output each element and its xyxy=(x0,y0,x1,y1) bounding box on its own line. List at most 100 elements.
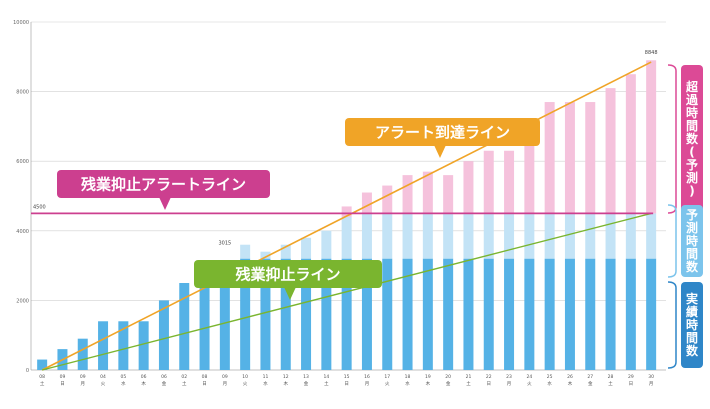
x-tick-label: 13 xyxy=(303,374,309,380)
threshold-value-label: 4500 xyxy=(33,204,46,210)
x-tick-label: 日 xyxy=(202,381,207,387)
x-tick-label: 金 xyxy=(588,380,593,387)
legend-forecast-tab xyxy=(681,205,703,277)
x-tick-label: 23 xyxy=(506,374,512,380)
bar-actual xyxy=(321,258,332,370)
x-tick-label: 28 xyxy=(608,374,614,380)
bar-excess xyxy=(544,102,555,214)
bar-forecast xyxy=(504,213,515,259)
suppress-alert-line-callout: 残業抑止アラートライン xyxy=(57,170,270,210)
x-tick-label: 06 xyxy=(141,374,147,380)
x-tick-label: 木 xyxy=(568,380,573,387)
bar-actual xyxy=(382,258,393,370)
x-tick-label: 月 xyxy=(223,381,228,387)
x-tick-label: 04 xyxy=(100,374,106,380)
suppress-line-callout-label: 残業抑止ライン xyxy=(235,265,340,283)
x-tick-label: 日 xyxy=(629,381,634,387)
bar-forecast xyxy=(585,213,596,259)
y-tick-label: 10000 xyxy=(13,20,29,26)
x-tick-label: 21 xyxy=(466,374,472,380)
bar-forecast xyxy=(341,216,352,259)
mid-value-label: 3015 xyxy=(218,241,231,247)
x-tick-label: 月 xyxy=(507,381,512,387)
bar-excess xyxy=(463,161,474,214)
x-tick-label: 09 xyxy=(80,374,86,380)
suppress-line-callout-box xyxy=(194,260,382,288)
bar-forecast xyxy=(280,244,291,259)
bar-actual xyxy=(179,283,190,370)
alert-line-callout-pointer xyxy=(434,145,446,158)
bar-forecast xyxy=(361,213,372,259)
x-tick-label: 火 xyxy=(243,381,248,387)
bar-actual xyxy=(199,283,210,370)
x-tick-label: 10 xyxy=(242,374,248,380)
alert-line-callout: アラート到達ライン xyxy=(345,118,540,158)
bar-actual xyxy=(219,267,230,370)
bar-forecast xyxy=(240,244,251,259)
legend-excess-bracket xyxy=(667,64,677,214)
bar-actual xyxy=(564,258,575,370)
y-axis-ticks: 10000 8000 6000 4000 2000 0 xyxy=(13,20,29,374)
x-tick-label: 火 xyxy=(385,381,390,387)
bar-actual xyxy=(524,258,535,370)
x-tick-label: 木 xyxy=(284,380,289,387)
bar-excess xyxy=(564,102,575,214)
x-tick-label: 15 xyxy=(344,374,350,380)
x-tick-label: 月 xyxy=(649,381,654,387)
value-labels: 8848 3015 4500 xyxy=(33,50,658,247)
alert-line xyxy=(41,61,652,371)
bar-actual xyxy=(77,338,88,370)
x-tick-label: 26 xyxy=(567,374,573,380)
bar-forecast xyxy=(544,213,555,259)
bar-actual xyxy=(504,258,515,370)
x-tick-label: 金 xyxy=(446,380,451,387)
y-tick-label: 2000 xyxy=(16,298,29,304)
x-tick-label: 土 xyxy=(324,380,329,387)
x-tick-label: 土 xyxy=(466,380,471,387)
bar-excess xyxy=(341,206,352,217)
bar-forecast xyxy=(443,213,454,259)
bar-actual xyxy=(544,258,555,370)
suppress-line-callout: 残業抑止ライン xyxy=(194,260,382,300)
bars xyxy=(37,60,657,370)
x-tick-label: 土 xyxy=(608,380,613,387)
legend-excess: 超過時間数(予測) xyxy=(667,64,703,214)
x-tick-label: 日 xyxy=(60,381,65,387)
bar-actual xyxy=(463,258,474,370)
x-tick-label: 20 xyxy=(445,374,451,380)
x-tick-label: 金 xyxy=(162,380,167,387)
bar-forecast xyxy=(321,230,332,259)
bar-forecast xyxy=(646,213,657,259)
bar-actual xyxy=(585,258,596,370)
x-tick-label: 09 xyxy=(222,374,228,380)
x-tick-label: 25 xyxy=(547,374,553,380)
bar-actual xyxy=(605,258,616,370)
reference-lines xyxy=(31,61,654,371)
legend-forecast-bracket xyxy=(667,204,677,278)
x-tick-label: 06 xyxy=(161,374,167,380)
bar-forecast xyxy=(483,213,494,259)
y-tick-label: 0 xyxy=(26,368,29,374)
bar-forecast xyxy=(402,213,413,259)
bar-excess xyxy=(361,192,372,214)
bar-excess xyxy=(504,150,515,214)
bar-actual xyxy=(483,258,494,370)
suppress-alert-line-callout-label: 残業抑止アラートライン xyxy=(81,175,246,193)
alert-line-callout-label: アラート到達ライン xyxy=(375,123,510,141)
x-tick-label: 08 xyxy=(39,374,45,380)
bar-excess xyxy=(402,175,413,214)
suppress-line xyxy=(41,212,652,371)
bar-actual xyxy=(280,258,291,370)
bar-excess xyxy=(422,171,433,214)
suppress-alert-line-callout-pointer xyxy=(159,197,171,210)
legend-actual-label: 実績時間数 xyxy=(686,291,699,358)
bar-forecast xyxy=(625,213,636,259)
legend-actual-bracket xyxy=(667,281,677,369)
x-tick-label: 02 xyxy=(181,374,187,380)
bar-actual xyxy=(301,258,312,370)
x-tick-label: 29 xyxy=(628,374,634,380)
bar-actual xyxy=(646,258,657,370)
bar-forecast xyxy=(422,213,433,259)
